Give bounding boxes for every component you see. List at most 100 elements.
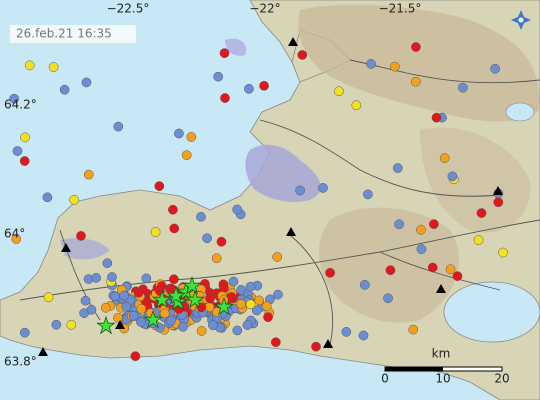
- earthquake: [439, 153, 450, 163]
- earthquake: [216, 236, 227, 247]
- earthquake: [169, 223, 180, 234]
- earthquake: [263, 312, 273, 322]
- earthquake: [156, 281, 167, 291]
- earthquake: [86, 304, 97, 315]
- earthquake: [416, 244, 427, 255]
- station: [323, 339, 333, 348]
- earthquake: [385, 265, 396, 276]
- earthquake: [411, 42, 421, 52]
- station: [288, 37, 298, 46]
- large-earthquake: [185, 289, 205, 309]
- mountains: [420, 127, 531, 233]
- earthquake: [295, 185, 305, 196]
- earthquake: [136, 303, 147, 314]
- large-earthquakes: [96, 275, 234, 335]
- station: [38, 347, 48, 356]
- earthquake: [493, 197, 504, 208]
- earthquake: [394, 219, 404, 230]
- scale-tick: 0: [381, 372, 389, 386]
- large-earthquake: [166, 285, 186, 305]
- earthquake: [392, 163, 403, 173]
- earthquake: [168, 204, 178, 215]
- latitude-label: 63.8°: [4, 355, 37, 369]
- earthquake: [427, 262, 438, 273]
- earthquake: [51, 319, 62, 330]
- earthquake: [150, 227, 161, 237]
- earthquake: [220, 93, 230, 103]
- earthquake: [490, 63, 500, 74]
- earthquake: [341, 326, 352, 337]
- earthquake: [245, 281, 256, 292]
- earthquake: [19, 156, 30, 166]
- earthquake: [213, 71, 224, 82]
- longitude-label: −22.5°: [107, 2, 150, 16]
- earthquake: [219, 283, 229, 293]
- station: [115, 320, 125, 329]
- earthquake: [169, 274, 179, 285]
- station: [286, 227, 296, 236]
- scale-tick: 10: [435, 372, 450, 386]
- earthquake: [445, 264, 456, 275]
- earthquake: [121, 302, 132, 312]
- earthquake: [48, 62, 59, 72]
- earthquake: [11, 234, 22, 244]
- earthquake: [100, 302, 111, 313]
- earthquake: [159, 308, 170, 319]
- latitude-label: 64°: [4, 227, 25, 241]
- earthquake: [363, 189, 373, 200]
- earthquake: [202, 233, 212, 244]
- earthquake: [416, 224, 426, 235]
- earthquake: [452, 271, 463, 281]
- earthquake: [154, 181, 165, 191]
- earthquake: [186, 132, 197, 142]
- earthquake: [410, 76, 421, 87]
- earthquake: [128, 310, 139, 321]
- earthquake: [110, 291, 120, 302]
- earthquake: [174, 128, 184, 139]
- earthquake: [297, 50, 308, 60]
- earthquake: [166, 315, 176, 326]
- earthquake: [334, 86, 344, 97]
- earthquake: [42, 192, 53, 203]
- earthquake: [318, 183, 328, 193]
- earthquake: [178, 321, 188, 332]
- earthquake: [113, 312, 123, 323]
- earthquake: [69, 194, 79, 205]
- earthquake: [196, 326, 207, 336]
- earthquake: [76, 231, 86, 241]
- scale-tick: 20: [494, 372, 509, 386]
- earthquake: [141, 273, 152, 284]
- earthquake: [366, 59, 376, 69]
- earthquake: [19, 327, 30, 338]
- earthquake: [211, 253, 222, 264]
- earthquake: [102, 258, 113, 269]
- earthquake: [232, 204, 242, 215]
- lake: [443, 281, 540, 343]
- earthquake: [236, 299, 246, 309]
- earthquake: [351, 100, 362, 111]
- stations: [38, 37, 503, 356]
- longitude-label: −22°: [249, 2, 280, 16]
- large-earthquake: [96, 315, 116, 335]
- earthquake: [261, 301, 272, 312]
- earthquake: [208, 320, 218, 331]
- earthquake: [408, 324, 419, 335]
- earthquake: [473, 235, 484, 245]
- lake: [505, 102, 535, 122]
- mountains: [318, 207, 459, 323]
- earthquake: [196, 211, 206, 222]
- earthquake: [259, 80, 269, 91]
- earthquake: [429, 219, 439, 230]
- earthquake: [80, 295, 91, 306]
- timestamp: 26.feb.21 16:35: [16, 27, 112, 41]
- earthquake: [270, 337, 281, 348]
- compass: [511, 10, 531, 30]
- earthquake: [383, 293, 393, 304]
- earthquake: [272, 252, 283, 262]
- earthquake: [359, 279, 370, 290]
- earthquake: [476, 208, 487, 218]
- earthquake: [130, 351, 141, 362]
- earthquake: [107, 272, 117, 282]
- earthquake: [91, 272, 101, 283]
